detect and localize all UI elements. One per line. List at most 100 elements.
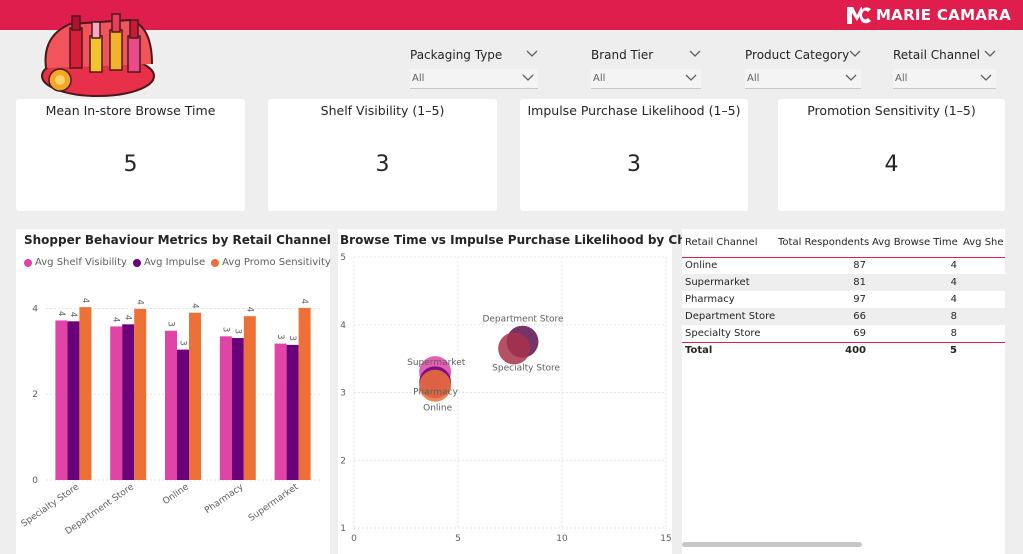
column-header[interactable]: Total Respondents — [775, 229, 869, 258]
legend-item[interactable]: Avg Impulse — [132, 257, 206, 268]
filter-brand-tier[interactable]: Brand Tier All — [591, 44, 701, 92]
point-label: Supermarket — [407, 358, 466, 368]
y-tick-label: 3 — [340, 389, 346, 399]
filter-retail-channel[interactable]: Retail Channel All — [893, 44, 996, 92]
table-cell: Supermarket — [682, 274, 775, 291]
chevron-down-icon[interactable] — [689, 50, 701, 58]
y-tick-label: 1 — [340, 524, 346, 534]
filter-packaging-type[interactable]: Packaging Type All — [410, 44, 538, 92]
table-cell: 400 — [775, 341, 869, 359]
x-tick-label: 15 — [660, 534, 671, 544]
legend-item[interactable]: Avg Promo Sensitivity — [211, 257, 331, 268]
table-cell: 5 — [869, 341, 960, 359]
brand-logo: MARIE CAMARA — [846, 4, 1011, 26]
column-header[interactable]: Avg Browse Time — [869, 229, 960, 258]
x-tick-label: 10 — [556, 534, 568, 544]
bar-data-label: 4 — [190, 303, 200, 308]
table-cell: Department Store — [682, 308, 775, 325]
filter-label: Product Category — [745, 48, 850, 62]
table-row[interactable]: Specialty Store 69 8 — [682, 325, 1005, 342]
table-cell: 8 — [869, 308, 960, 325]
chevron-down-icon[interactable] — [849, 50, 861, 58]
table-total-row: Total 400 5 — [682, 341, 1005, 359]
bar-data-label: 4 — [68, 312, 78, 317]
filter-dropdown[interactable]: All — [745, 69, 861, 89]
table-cell: 4 — [950, 294, 957, 305]
y-tick-label: 0 — [32, 476, 38, 486]
legend-label: Avg Shelf Visibility — [35, 257, 127, 268]
brand-mark-icon — [846, 7, 871, 24]
table-row[interactable]: Department Store 66 8 — [682, 308, 1005, 325]
kpi-card-promotion-sensitivity: Promotion Sensitivity (1–5) 4 — [778, 99, 1005, 211]
bar-chart-legend: Avg Shelf Visibility Avg Impulse Avg Pro… — [24, 257, 331, 268]
bar-data-label: 3 — [275, 334, 285, 339]
x-tick-label: Pharmacy — [203, 482, 246, 516]
bar-data-label: 4 — [80, 298, 90, 303]
bar-data-label: 4 — [135, 299, 145, 304]
y-tick-label: 2 — [32, 390, 38, 400]
chevron-down-icon[interactable] — [845, 74, 857, 82]
table-cell: Online — [685, 260, 718, 272]
filter-dropdown[interactable]: All — [410, 69, 538, 89]
bar — [274, 343, 287, 480]
bar — [298, 308, 311, 480]
column-header[interactable]: Avg She — [960, 229, 1005, 258]
kpi-card-impulse-likelihood: Impulse Purchase Likelihood (1–5) 3 — [520, 99, 748, 211]
scatter-chart-plot: 1 2 3 4 5 0 5 10 15 Supermarket Pharmacy Online Depa… — [340, 253, 671, 544]
table-row[interactable]: Pharmacy 97 4 — [682, 291, 1005, 308]
y-tick-label: 5 — [340, 253, 346, 263]
table-row[interactable]: Supermarket 81 4 — [682, 274, 1005, 291]
bar-data-label: 3 — [166, 321, 176, 326]
chevron-down-icon[interactable] — [522, 74, 534, 82]
legend-label: Avg Impulse — [143, 257, 206, 268]
table-cell — [960, 308, 1005, 325]
x-tick-label: 0 — [351, 534, 357, 544]
bar — [67, 321, 80, 480]
point-label: Pharmacy — [413, 387, 458, 397]
chevron-down-icon[interactable] — [984, 50, 996, 58]
bar — [177, 349, 189, 480]
filter-dropdown[interactable]: All — [591, 69, 701, 89]
horizontal-scrollbar[interactable] — [682, 542, 862, 547]
column-header[interactable]: Retail Channel — [682, 229, 775, 258]
filter-product-category[interactable]: Product Category All — [745, 44, 861, 92]
kpi-value: 5 — [123, 152, 138, 177]
table-cell: 97 — [853, 294, 866, 305]
filter-label: Packaging Type — [410, 48, 503, 62]
kpi-card-browse-time: Mean In-store Browse Time 5 — [16, 99, 245, 211]
scatter-point — [419, 369, 452, 402]
table-row[interactable]: Online 87 4 — [682, 257, 1005, 274]
bar — [165, 330, 177, 480]
bar-data-label: 3 — [287, 335, 297, 340]
scatter-chart-panel: Browse Time vs Impulse Purchase Likeliho… — [338, 229, 723, 554]
chevron-down-icon[interactable] — [980, 74, 992, 82]
kpi-label: Shelf Visibility (1–5) — [320, 103, 445, 118]
table-cell: 87 — [853, 260, 866, 272]
filter-dropdown[interactable]: All — [893, 69, 996, 89]
table-cell — [960, 291, 1005, 308]
bar-data-label: 4 — [244, 307, 254, 312]
table-cell: 66 — [775, 308, 869, 325]
bar-data-label: 4 — [111, 317, 121, 322]
bar-data-label: 4 — [56, 311, 66, 316]
kpi-value: 4 — [884, 152, 899, 177]
bar — [55, 320, 68, 480]
y-tick-label: 2 — [340, 456, 346, 466]
filter-value: All — [747, 73, 760, 84]
retail-channel-table: Retail Channel Total Respondents Avg Bro… — [682, 229, 1005, 554]
scatter-point — [498, 332, 531, 365]
legend-item[interactable]: Avg Shelf Visibility — [24, 257, 127, 268]
point-label: Online — [423, 404, 452, 414]
point-label: Specialty Store — [492, 363, 560, 373]
bar-data-label: 4 — [123, 315, 133, 320]
chevron-down-icon[interactable] — [685, 74, 697, 82]
x-tick-label: Online — [161, 482, 191, 507]
bar-chart-panel: Shopper Behaviour Metrics by Retail Chan… — [16, 229, 331, 554]
bar-data-label: 4 — [299, 299, 309, 304]
bar — [110, 326, 123, 480]
table-cell — [960, 325, 1005, 342]
brand-name: MARIE CAMARA — [875, 6, 1011, 24]
bar — [286, 344, 299, 480]
chevron-down-icon[interactable] — [526, 50, 538, 58]
table-cell: 69 — [853, 327, 866, 339]
